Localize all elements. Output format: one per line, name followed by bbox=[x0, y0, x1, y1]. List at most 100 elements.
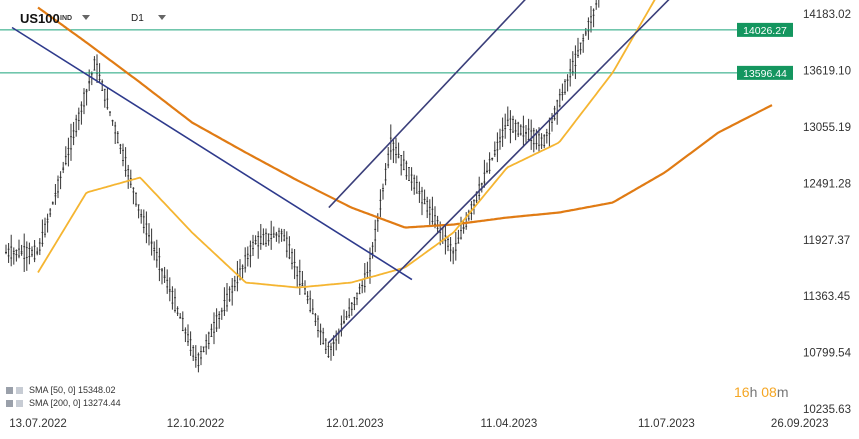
candle bbox=[54, 183, 57, 205]
candle bbox=[517, 121, 520, 138]
candle bbox=[223, 287, 226, 316]
candle bbox=[145, 211, 148, 244]
candle bbox=[296, 266, 299, 288]
candle bbox=[314, 313, 317, 326]
candle bbox=[558, 88, 561, 108]
candle bbox=[23, 233, 26, 272]
candle bbox=[220, 307, 223, 320]
candle bbox=[80, 101, 83, 125]
candle bbox=[12, 247, 15, 265]
candle bbox=[449, 236, 452, 262]
candle bbox=[447, 236, 449, 252]
candle bbox=[298, 259, 301, 295]
candle bbox=[231, 278, 234, 306]
sma50-line bbox=[37, 0, 656, 289]
candle bbox=[64, 146, 67, 166]
candle bbox=[345, 310, 348, 321]
candle bbox=[483, 159, 486, 188]
candle-countdown-timer: 16h 08m bbox=[734, 384, 789, 400]
candle bbox=[327, 341, 330, 358]
candle bbox=[532, 127, 535, 153]
sma200-line bbox=[37, 6, 773, 229]
level-tag-background bbox=[737, 65, 793, 80]
candle bbox=[358, 283, 361, 295]
indicator-settings-icon[interactable] bbox=[6, 400, 13, 407]
candle bbox=[405, 160, 408, 180]
level-tag-text: 14026.27 bbox=[743, 25, 787, 37]
candle bbox=[267, 233, 270, 246]
candle bbox=[285, 231, 288, 258]
candle bbox=[527, 118, 530, 142]
candle bbox=[252, 234, 254, 257]
candle bbox=[421, 186, 423, 216]
candle bbox=[397, 142, 400, 159]
candle bbox=[59, 171, 62, 190]
candle bbox=[122, 143, 124, 167]
candle bbox=[38, 238, 41, 256]
candle bbox=[25, 241, 28, 271]
level-tag-text: 13596.44 bbox=[743, 68, 787, 80]
channel-lower-line[interactable] bbox=[328, 0, 765, 344]
price-tick-label: 11363.45 bbox=[803, 291, 850, 303]
candle bbox=[395, 137, 397, 164]
candle bbox=[119, 143, 122, 155]
timer-minutes: 08 bbox=[761, 384, 777, 400]
candle bbox=[317, 315, 319, 338]
down-trendline[interactable] bbox=[11, 26, 413, 281]
candle bbox=[493, 141, 496, 157]
trendlines-group[interactable] bbox=[11, 0, 765, 344]
date-tick-label: 12.01.2023 bbox=[326, 418, 384, 430]
candle bbox=[392, 139, 395, 164]
candle bbox=[28, 242, 31, 265]
candle bbox=[343, 309, 345, 325]
candle bbox=[574, 45, 577, 80]
levels-group[interactable] bbox=[0, 0, 790, 74]
timer-hours: 16 bbox=[734, 384, 750, 400]
candle bbox=[210, 323, 213, 337]
candle bbox=[371, 241, 374, 259]
candle bbox=[272, 226, 275, 238]
candle bbox=[161, 268, 163, 285]
candle bbox=[553, 105, 556, 121]
price-tick-label: 11927.37 bbox=[803, 235, 850, 247]
candle bbox=[275, 231, 278, 242]
candle bbox=[200, 345, 202, 366]
indicator-settings-icon[interactable] bbox=[6, 387, 13, 394]
candle bbox=[525, 125, 527, 143]
candle bbox=[288, 236, 291, 260]
symbol-dropdown-chevron-icon[interactable] bbox=[82, 15, 90, 20]
candle bbox=[348, 298, 351, 319]
candle bbox=[431, 196, 434, 225]
candle bbox=[322, 327, 325, 345]
legend-row-sma50[interactable]: SMA [50, 0] 15348.02 bbox=[6, 384, 121, 397]
candle bbox=[408, 167, 410, 182]
candle bbox=[366, 261, 369, 279]
candle bbox=[233, 275, 236, 292]
candle bbox=[301, 270, 304, 287]
indicator-visibility-icon[interactable] bbox=[16, 387, 23, 394]
legend-row-sma200[interactable]: SMA [200, 0] 13274.44 bbox=[6, 397, 121, 410]
symbol-label[interactable]: US100 bbox=[20, 11, 60, 26]
candle bbox=[379, 189, 382, 217]
candle bbox=[280, 228, 283, 242]
timer-hours-unit: h bbox=[749, 384, 758, 400]
candle bbox=[187, 324, 189, 346]
candle bbox=[460, 216, 462, 240]
candle bbox=[592, 8, 595, 28]
candle bbox=[582, 33, 585, 53]
date-tick-label: 11.07.2023 bbox=[638, 418, 695, 430]
timeframe-label[interactable]: D1 bbox=[131, 13, 144, 24]
candle bbox=[103, 88, 106, 108]
price-tick-label: 14183.02 bbox=[803, 9, 851, 21]
candle bbox=[356, 292, 358, 306]
timeframe-dropdown-chevron-icon[interactable] bbox=[158, 15, 166, 20]
indicator-visibility-icon[interactable] bbox=[16, 400, 23, 407]
candle bbox=[457, 229, 460, 244]
candle bbox=[51, 201, 54, 205]
candle bbox=[155, 239, 158, 268]
candle bbox=[415, 175, 418, 194]
channel-upper-line[interactable] bbox=[328, 0, 744, 209]
candle bbox=[36, 247, 39, 256]
candle bbox=[226, 283, 228, 312]
